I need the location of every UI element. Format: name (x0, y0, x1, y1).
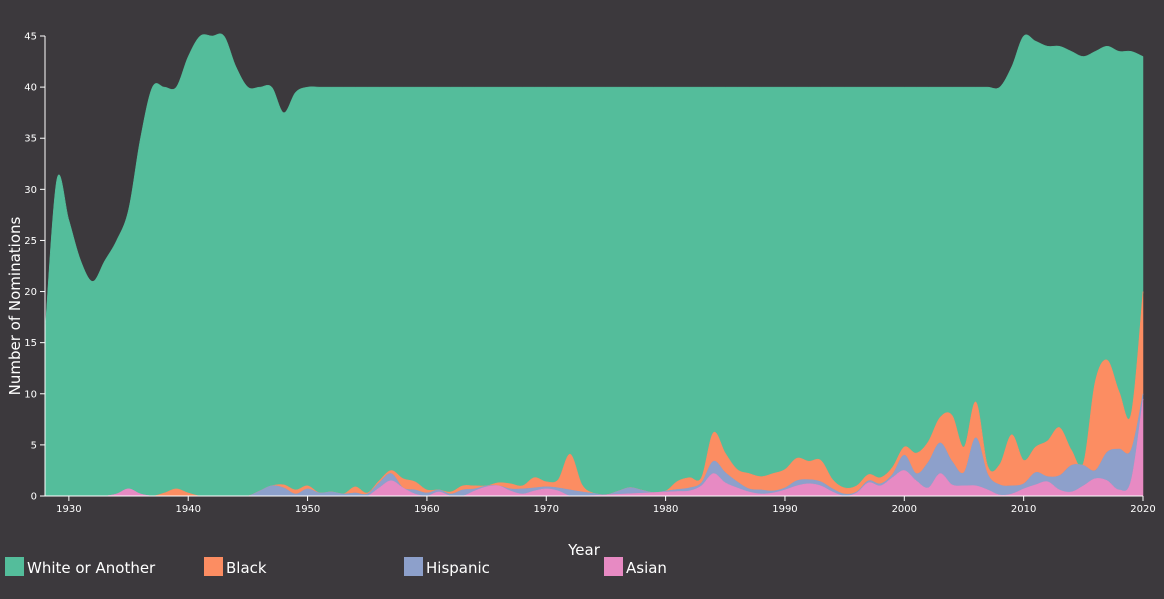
x-tick-label: 1930 (56, 504, 81, 515)
legend-item-white-or-another: White or Another (5, 557, 156, 577)
area-layers (44, 33, 1144, 497)
y-axis-title: Number of Nominations (6, 216, 24, 395)
legend-swatch (404, 557, 423, 576)
y-tick-label: 15 (24, 338, 37, 349)
y-tick-label: 5 (31, 440, 37, 451)
x-axis-title: Year (567, 541, 601, 559)
legend: White or Another Black Hispanic Asian (5, 557, 667, 577)
legend-swatch (204, 557, 223, 576)
x-tick-label: 1990 (772, 504, 797, 515)
x-tick-label: 2010 (1011, 504, 1036, 515)
y-tick-label: 35 (24, 134, 37, 145)
legend-swatch (604, 557, 623, 576)
legend-label: Hispanic (426, 559, 490, 577)
legend-item-asian: Asian (604, 557, 667, 577)
legend-label: White or Another (27, 559, 156, 577)
legend-item-black: Black (204, 557, 267, 577)
axes: 0 5 10 15 20 25 30 35 40 45 1930 1940 1950 1960 1970 19… (24, 32, 1155, 516)
y-tick-label: 30 (24, 185, 37, 196)
x-tick-label: 1950 (295, 504, 320, 515)
legend-swatch (5, 557, 24, 576)
x-tick-label: 2000 (892, 504, 917, 515)
legend-label: Asian (626, 559, 667, 577)
legend-item-hispanic: Hispanic (404, 557, 490, 577)
y-tick-label: 25 (24, 236, 37, 247)
x-tick-label: 1960 (414, 504, 439, 515)
y-tick-label: 40 (24, 83, 37, 94)
x-tick-label: 1980 (653, 504, 678, 515)
y-tick-label: 45 (24, 32, 37, 43)
y-tick-label: 10 (24, 389, 37, 400)
y-tick-label: 0 (31, 492, 37, 503)
x-tick-label: 2020 (1130, 504, 1155, 515)
y-tick-label: 20 (24, 287, 37, 298)
x-tick-label: 1940 (175, 504, 200, 515)
x-tick-label: 1970 (534, 504, 559, 515)
legend-label: Black (226, 559, 267, 577)
